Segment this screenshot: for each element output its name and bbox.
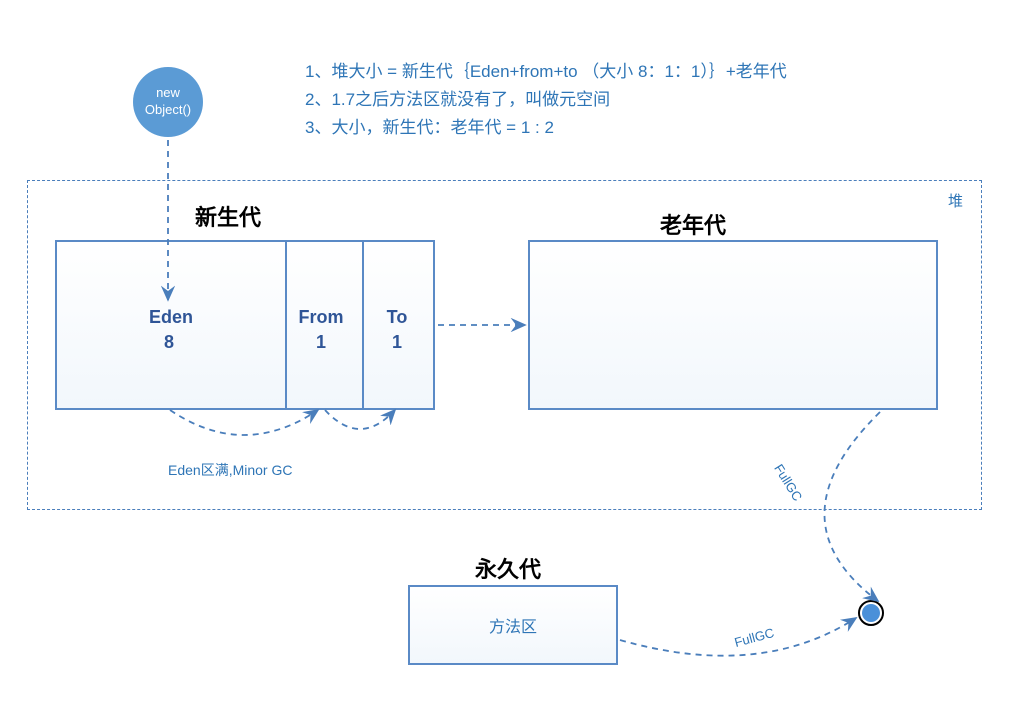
young-div-2	[362, 242, 364, 408]
method-area-label: 方法区	[489, 613, 537, 637]
old-gen-title: 老年代	[660, 208, 726, 240]
note-line-2: 2、1.7之后方法区就没有了，叫做元空间	[305, 86, 787, 114]
minor-gc-label: Eden区满,Minor GC	[168, 460, 292, 480]
old-gen-box	[528, 240, 938, 410]
new-object-label: newObject()	[145, 85, 191, 119]
to-label: To	[377, 307, 417, 328]
eden-ratio: 8	[149, 332, 189, 353]
eden-label: Eden	[149, 307, 189, 328]
method-area-box: 方法区	[408, 585, 618, 665]
end-node	[858, 600, 884, 626]
heap-label: 堆	[948, 190, 963, 211]
note-line-1: 1、堆大小 = 新生代｛Eden+from+to （大小 8：1：1）｝+老年代	[305, 58, 787, 86]
fullgc-label-2: FullGC	[733, 625, 776, 650]
diagram-canvas: { "colors": { "primary": "#4a7ebb", "pri…	[0, 0, 1035, 727]
young-div-1	[285, 242, 287, 408]
from-label: From	[296, 307, 346, 328]
perm-gen-title: 永久代	[475, 552, 541, 584]
notes-block: 1、堆大小 = 新生代｛Eden+from+to （大小 8：1：1）｝+老年代…	[305, 58, 787, 142]
note-line-3: 3、大小，新生代：老年代 = 1 : 2	[305, 114, 787, 142]
new-object-node: newObject()	[133, 67, 203, 137]
end-node-inner	[862, 604, 880, 622]
to-ratio: 1	[377, 332, 417, 353]
young-gen-title: 新生代	[195, 200, 261, 232]
from-ratio: 1	[296, 332, 346, 353]
